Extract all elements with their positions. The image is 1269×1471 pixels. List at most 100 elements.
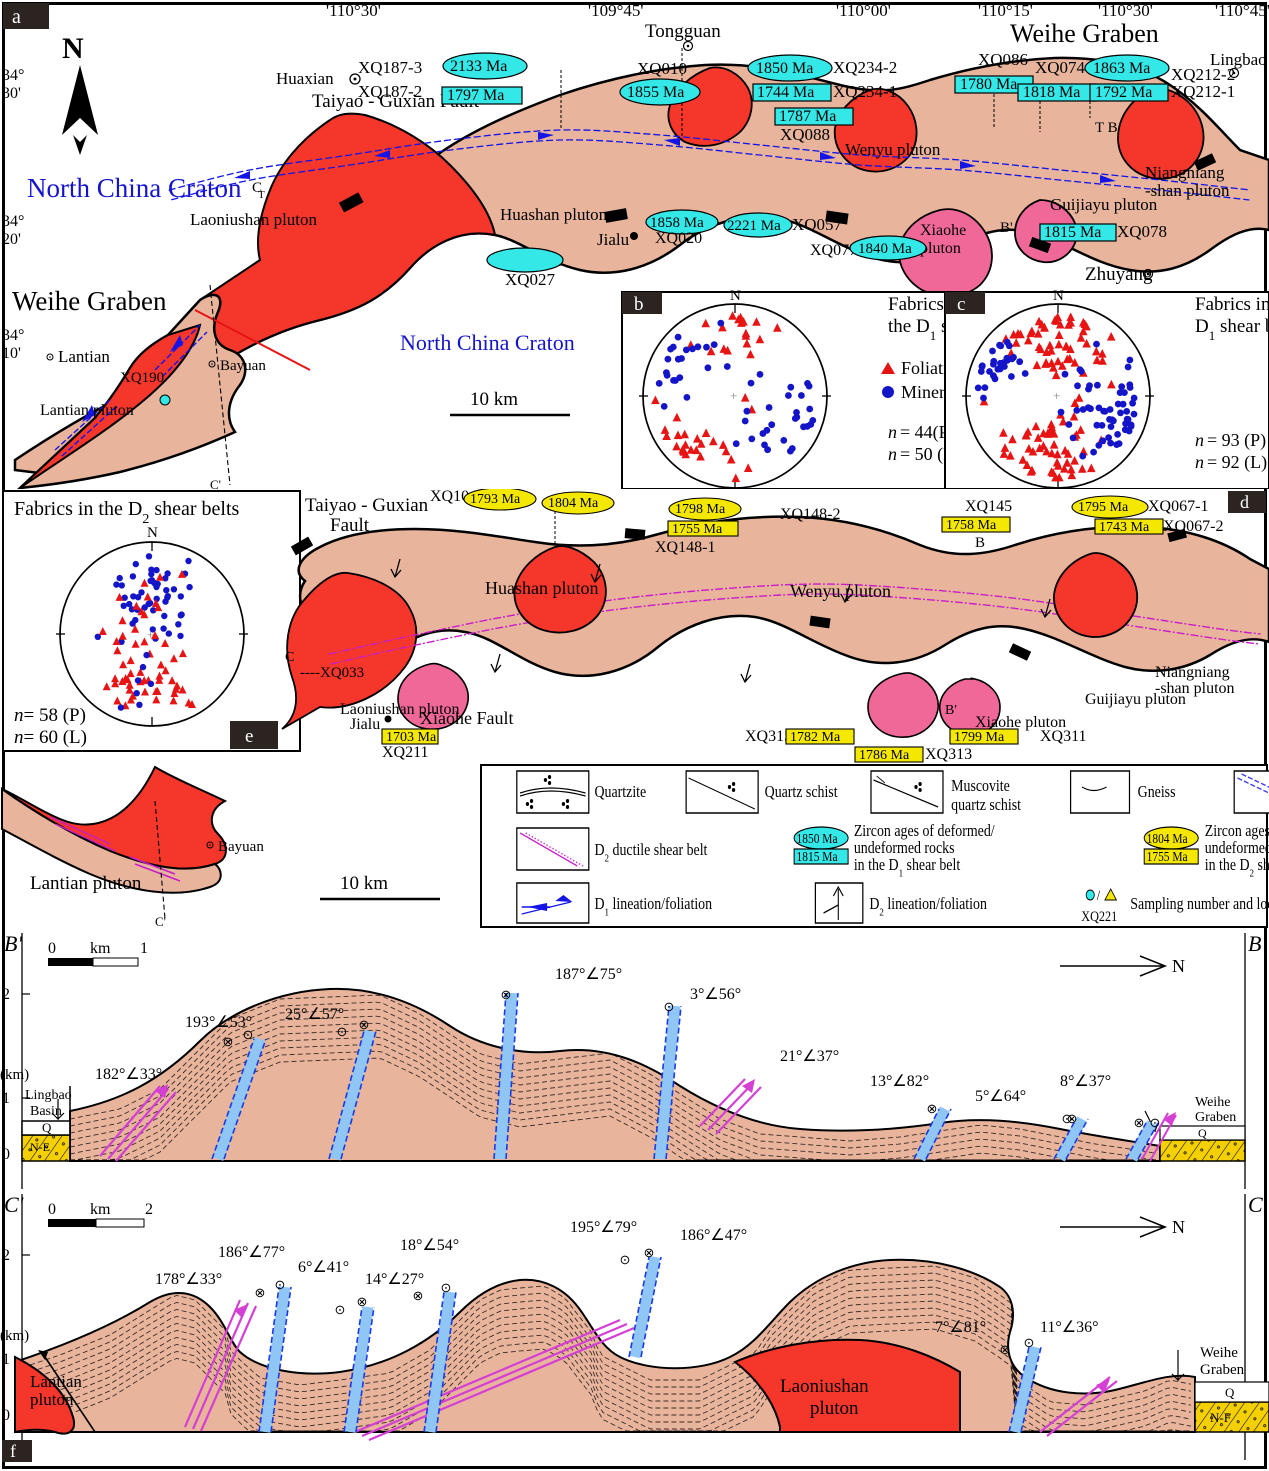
svg-text:B': B' <box>4 931 22 956</box>
svg-text:1758 Ma: 1758 Ma <box>946 518 997 533</box>
svg-text:⊙: ⊙ <box>1024 1335 1035 1350</box>
svg-text:Huashan pluton: Huashan pluton <box>485 578 598 598</box>
svg-text:XQ212-1: XQ212-1 <box>1171 82 1235 101</box>
svg-text:2133 Ma: 2133 Ma <box>450 58 507 75</box>
svg-text:pluton: pluton <box>30 1390 74 1409</box>
svg-text:Zircon ages of deformed/: Zircon ages of deformed/ <box>1205 822 1269 841</box>
svg-text:1815 Ma: 1815 Ma <box>797 849 838 864</box>
svg-text:Sampling number and locality: Sampling number and locality <box>1130 895 1269 914</box>
svg-text:10': 10' <box>2 345 21 362</box>
svg-text:Huaxian: Huaxian <box>276 69 334 88</box>
svg-text:182°∠33°: 182°∠33° <box>95 1066 162 1083</box>
svg-text:XQ148-2: XQ148-2 <box>780 506 840 523</box>
svg-text:T: T <box>258 189 265 201</box>
svg-text:-shan pluton: -shan pluton <box>1145 181 1230 200</box>
svg-text:N: N <box>147 525 158 541</box>
svg-text:30': 30' <box>2 85 21 102</box>
svg-text:XQ027: XQ027 <box>505 270 556 289</box>
svg-text:1: 1 <box>2 1090 10 1107</box>
svg-text:d: d <box>1240 492 1249 512</box>
svg-text:0: 0 <box>48 940 56 957</box>
svg-text:(km): (km) <box>0 1328 29 1344</box>
svg-text:⊗: ⊗ <box>223 1034 234 1049</box>
svg-text:⊗: ⊗ <box>255 1285 266 1300</box>
svg-text:1792 Ma: 1792 Ma <box>1095 84 1152 101</box>
svg-text:11°∠36°: 11°∠36° <box>1040 1319 1099 1336</box>
svg-text:Lingbao: Lingbao <box>25 1088 72 1103</box>
svg-text:XQ211: XQ211 <box>382 744 429 761</box>
svg-text:⊙: ⊙ <box>441 1280 452 1295</box>
svg-text:2: 2 <box>2 986 10 1003</box>
svg-text:b: b <box>634 294 644 315</box>
svg-text:Graben: Graben <box>1195 1110 1236 1125</box>
svg-text:N: N <box>1172 1217 1185 1237</box>
svg-text:c: c <box>957 294 965 315</box>
svg-text:Zhuyang: Zhuyang <box>1085 264 1153 285</box>
svg-text:⊗: ⊗ <box>927 1101 938 1116</box>
svg-text:5°∠64°: 5°∠64° <box>975 1088 1026 1105</box>
svg-text:1858 Ma: 1858 Ma <box>650 215 704 231</box>
svg-text:Huashan pluton: Huashan pluton <box>500 205 608 224</box>
svg-text:Niangniang: Niangniang <box>1155 664 1230 681</box>
svg-text:6°∠41°: 6°∠41° <box>298 1259 349 1276</box>
svg-text:XQ221: XQ221 <box>1081 908 1117 924</box>
svg-text:Weihe Graben: Weihe Graben <box>12 286 167 316</box>
svg-text:⊗: ⊗ <box>1000 1342 1011 1357</box>
svg-text:187°∠75°: 187°∠75° <box>555 966 622 983</box>
svg-text:Graben: Graben <box>1200 1362 1245 1378</box>
svg-text:Guijiayu pluton: Guijiayu pluton <box>1085 691 1186 708</box>
svg-text:Lantian pluton: Lantian pluton <box>40 402 134 419</box>
svg-text:n: n <box>888 422 897 442</box>
svg-text:B: B <box>1248 931 1261 956</box>
svg-text:Bayuan: Bayuan <box>218 839 264 855</box>
svg-text:1818 Ma: 1818 Ma <box>1023 84 1080 101</box>
svg-text:34°: 34° <box>2 67 24 84</box>
svg-text:XQ088: XQ088 <box>780 125 830 144</box>
svg-text:178°∠33°: 178°∠33° <box>155 1271 222 1288</box>
svg-text:C': C' <box>4 1192 24 1217</box>
svg-text:n: n <box>1195 452 1204 472</box>
svg-text:2: 2 <box>2 1247 10 1264</box>
svg-text:1787 Ma: 1787 Ma <box>779 108 836 125</box>
svg-text:18°∠54°: 18°∠54° <box>400 1237 459 1254</box>
svg-text:1840 Ma: 1840 Ma <box>858 241 912 257</box>
svg-text:XQ234-2: XQ234-2 <box>833 58 897 77</box>
svg-text:km: km <box>90 1201 111 1218</box>
svg-text:21°∠37°: 21°∠37° <box>780 1048 839 1065</box>
svg-text:Taiyao - Guxian: Taiyao - Guxian <box>305 495 429 516</box>
svg-text:2221 Ma: 2221 Ma <box>727 218 781 234</box>
svg-text:Jialu: Jialu <box>350 716 380 733</box>
svg-text:1755 Ma: 1755 Ma <box>1147 849 1188 864</box>
svg-text:'110°30': '110°30' <box>1098 1 1153 20</box>
svg-text:Laoniushan pluton: Laoniushan pluton <box>190 210 318 229</box>
svg-text:1793 Ma: 1793 Ma <box>470 492 521 507</box>
svg-text:⊗: ⊗ <box>413 1288 424 1303</box>
svg-text:XQ187-2: XQ187-2 <box>358 82 422 101</box>
svg-text:1755 Ma: 1755 Ma <box>672 522 723 537</box>
svg-text:1782 Ma: 1782 Ma <box>790 730 841 745</box>
svg-text:N: N <box>1053 288 1064 304</box>
svg-text:⊗: ⊗ <box>1067 1111 1078 1126</box>
svg-text:'110°00': '110°00' <box>836 1 891 20</box>
svg-text:7°∠81°: 7°∠81° <box>935 1319 986 1336</box>
svg-text:XQ311: XQ311 <box>1040 728 1087 745</box>
svg-text:XQ074: XQ074 <box>1035 58 1086 77</box>
svg-text:XQ145: XQ145 <box>965 498 1012 515</box>
svg-text:N-F: N-F <box>1210 1410 1231 1425</box>
svg-text:XQ067-1: XQ067-1 <box>1148 498 1208 515</box>
svg-text:186°∠47°: 186°∠47° <box>680 1227 747 1244</box>
svg-text:1850 Ma: 1850 Ma <box>756 60 813 77</box>
svg-text:undeformed rocks: undeformed rocks <box>854 839 955 858</box>
svg-text:1863 Ma: 1863 Ma <box>1093 60 1150 77</box>
svg-text:Fault: Fault <box>330 515 370 536</box>
svg-text:Quartz schist: Quartz schist <box>765 783 839 802</box>
svg-text:3°∠56°: 3°∠56° <box>690 986 741 1003</box>
svg-text:Lantian: Lantian <box>58 347 110 366</box>
svg-text:⊗: ⊗ <box>644 1245 655 1260</box>
svg-text:⊗: ⊗ <box>1134 1115 1145 1130</box>
svg-text:XQ313: XQ313 <box>925 746 972 763</box>
svg-text:C: C <box>1248 1192 1263 1217</box>
svg-text:193°∠53°: 193°∠53° <box>185 1014 252 1031</box>
svg-text:Weihe Graben: Weihe Graben <box>1010 19 1159 48</box>
svg-text:1786 Ma: 1786 Ma <box>859 748 910 763</box>
